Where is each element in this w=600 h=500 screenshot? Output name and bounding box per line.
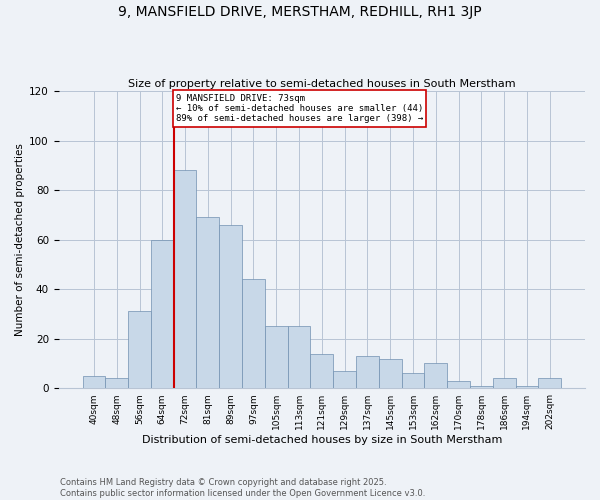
Bar — [493, 378, 515, 388]
Title: Size of property relative to semi-detached houses in South Merstham: Size of property relative to semi-detach… — [128, 79, 515, 89]
Bar — [515, 386, 538, 388]
Bar — [424, 364, 447, 388]
Bar — [379, 358, 401, 388]
Bar — [106, 378, 128, 388]
Bar — [196, 218, 219, 388]
Text: 9, MANSFIELD DRIVE, MERSTHAM, REDHILL, RH1 3JP: 9, MANSFIELD DRIVE, MERSTHAM, REDHILL, R… — [118, 5, 482, 19]
Bar — [401, 374, 424, 388]
Bar — [447, 381, 470, 388]
Bar — [242, 280, 265, 388]
Bar — [287, 326, 310, 388]
Bar — [174, 170, 196, 388]
Bar — [470, 386, 493, 388]
Text: 9 MANSFIELD DRIVE: 73sqm
← 10% of semi-detached houses are smaller (44)
89% of s: 9 MANSFIELD DRIVE: 73sqm ← 10% of semi-d… — [176, 94, 423, 124]
Y-axis label: Number of semi-detached properties: Number of semi-detached properties — [15, 143, 25, 336]
Text: Contains HM Land Registry data © Crown copyright and database right 2025.
Contai: Contains HM Land Registry data © Crown c… — [60, 478, 425, 498]
Bar — [83, 376, 106, 388]
Bar — [310, 354, 333, 388]
Bar — [219, 225, 242, 388]
Bar — [333, 371, 356, 388]
Bar — [151, 240, 174, 388]
Bar — [356, 356, 379, 388]
X-axis label: Distribution of semi-detached houses by size in South Merstham: Distribution of semi-detached houses by … — [142, 435, 502, 445]
Bar — [538, 378, 561, 388]
Bar — [128, 312, 151, 388]
Bar — [265, 326, 287, 388]
